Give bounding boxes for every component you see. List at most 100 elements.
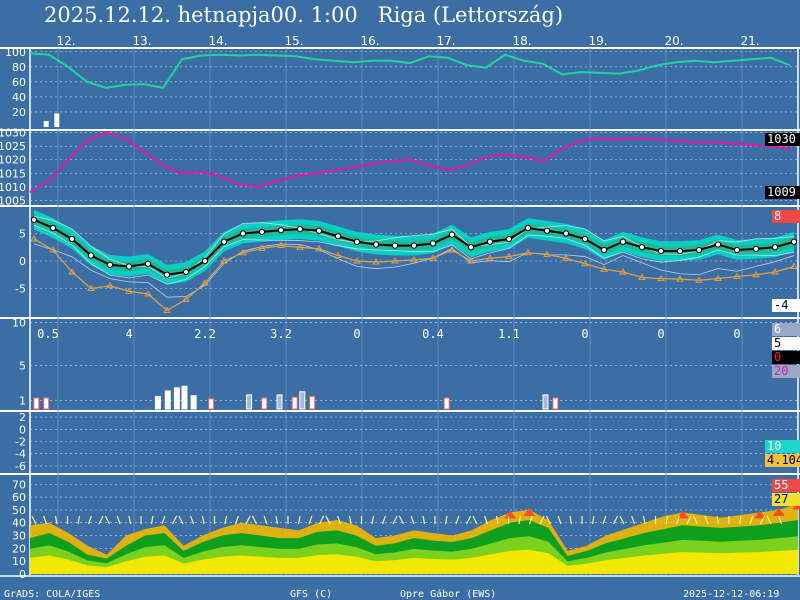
- dewpoint-marker: [30, 235, 38, 242]
- wind-direction-arrow: [234, 515, 239, 525]
- dewpoint-marker: [220, 257, 228, 264]
- dewpoint-marker: [486, 254, 494, 261]
- ytick-label: 1: [19, 394, 26, 407]
- temperature-point: [353, 238, 361, 245]
- dewpoint-marker: [505, 252, 513, 260]
- temperature-point: [220, 238, 228, 245]
- daily-precip-total: 3.2: [270, 327, 292, 341]
- footer-model: GFS (C): [290, 589, 332, 600]
- ytick-label: 20: [12, 106, 26, 119]
- wind-direction-arrow: [484, 515, 489, 525]
- wind-direction-arrow: [518, 515, 522, 525]
- dewpoint-marker: [467, 257, 475, 264]
- ytick-label: 100: [5, 46, 26, 59]
- dewpoint-marker: [163, 306, 171, 313]
- precip-legend-1-bg: [772, 323, 800, 336]
- dewpoint-marker: [714, 274, 722, 282]
- temperature-point: [258, 228, 266, 235]
- ytick-label: 0: [19, 568, 26, 581]
- wind-direction-arrow: [465, 515, 472, 525]
- ytick-label: -2: [15, 436, 26, 449]
- wind-direction-arrow: [104, 515, 111, 525]
- day-label: 13.: [132, 34, 151, 48]
- day-label: 17.: [436, 34, 455, 48]
- gridlines: [30, 48, 798, 575]
- wind-direction-arrow: [675, 515, 680, 525]
- wind-direction-arrow: [569, 515, 573, 525]
- dewpoint-marker: [562, 254, 570, 261]
- precip-bar: [173, 387, 180, 410]
- wind-direction-arrow: [190, 515, 195, 525]
- wind-direction-arrow: [116, 515, 121, 525]
- dewpoint-marker: [144, 290, 152, 297]
- humidity-line: [29, 52, 791, 89]
- ytick-label: 1020: [0, 154, 26, 167]
- day-label: 16.: [360, 34, 379, 48]
- temperature-point: [49, 224, 57, 232]
- humidity-panel: [29, 52, 791, 127]
- temperature-point: [144, 260, 152, 267]
- precip-bar: [299, 391, 306, 410]
- wind-direction-arrow: [528, 515, 533, 525]
- precip-bar: [542, 394, 549, 410]
- daily-precip-total: 1.1: [498, 327, 520, 341]
- wind-direction-arrow: [201, 515, 205, 525]
- wind-direction-arrow: [704, 515, 709, 525]
- dewpoint-marker: [334, 251, 342, 258]
- dewpoint-marker: [182, 295, 190, 302]
- temperature-point: [771, 244, 779, 251]
- ytick-label: 10: [12, 555, 26, 568]
- wind-direction-arrow: [251, 515, 258, 525]
- temperature-point: [429, 240, 437, 247]
- day-label: 20.: [664, 34, 683, 48]
- temperature-point: [334, 233, 342, 240]
- wind-direction-arrow: [318, 515, 325, 525]
- ytick-label: 2: [19, 411, 26, 424]
- wind-direction-arrow: [495, 515, 499, 525]
- temperature-point: [391, 242, 399, 249]
- wind-direction-arrow: [392, 515, 398, 525]
- wind-direction-arrow: [128, 515, 132, 525]
- dewpoint-marker: [543, 250, 551, 257]
- wind-direction-arrow: [31, 515, 37, 525]
- gust-peak-marker: [504, 510, 516, 519]
- dewpoint-marker: [790, 262, 798, 269]
- gust-peak-marker: [523, 507, 536, 516]
- precip-legend-4: 20: [774, 364, 788, 378]
- wind-direction-arrow: [178, 515, 184, 525]
- gust-peak-marker: [772, 507, 785, 516]
- precip-bar: [261, 397, 268, 410]
- ytick-label: 60: [12, 76, 26, 89]
- temp-max-label: 8: [774, 209, 781, 223]
- wind-direction-arrow: [275, 515, 279, 525]
- wind-direction-arrow: [245, 515, 251, 525]
- temperature-point: [524, 224, 532, 232]
- wind-label-bg: [772, 493, 800, 506]
- daily-precip-total: 2.2: [194, 327, 216, 341]
- wind-direction-arrow: [631, 515, 636, 525]
- temperature-point: [600, 246, 608, 254]
- dewpoint-marker: [258, 244, 266, 251]
- temperature-point: [505, 235, 513, 243]
- temperature-point: [486, 238, 494, 245]
- humidity-precip-bar: [54, 113, 60, 127]
- temperature-point: [657, 248, 665, 255]
- panel-frames: [0, 47, 800, 577]
- wind-direction-arrow: [325, 515, 331, 525]
- temperature-point: [296, 226, 304, 233]
- dewpoint-marker: [771, 268, 779, 275]
- temperature-point: [315, 227, 323, 234]
- dewpoint-marker: [372, 258, 380, 265]
- temperature-point: [752, 245, 760, 252]
- day-label: 18.: [512, 34, 531, 48]
- ytick-label: 5: [19, 228, 26, 241]
- pressure-max-label: 1030: [767, 132, 796, 146]
- wind-label: 27: [774, 492, 788, 506]
- precip-bar: [552, 397, 559, 410]
- wind-direction-arrow: [150, 515, 154, 525]
- dewpoint-marker: [429, 254, 437, 261]
- dewpoint-marker: [277, 241, 285, 249]
- day-label: 15.: [284, 34, 303, 48]
